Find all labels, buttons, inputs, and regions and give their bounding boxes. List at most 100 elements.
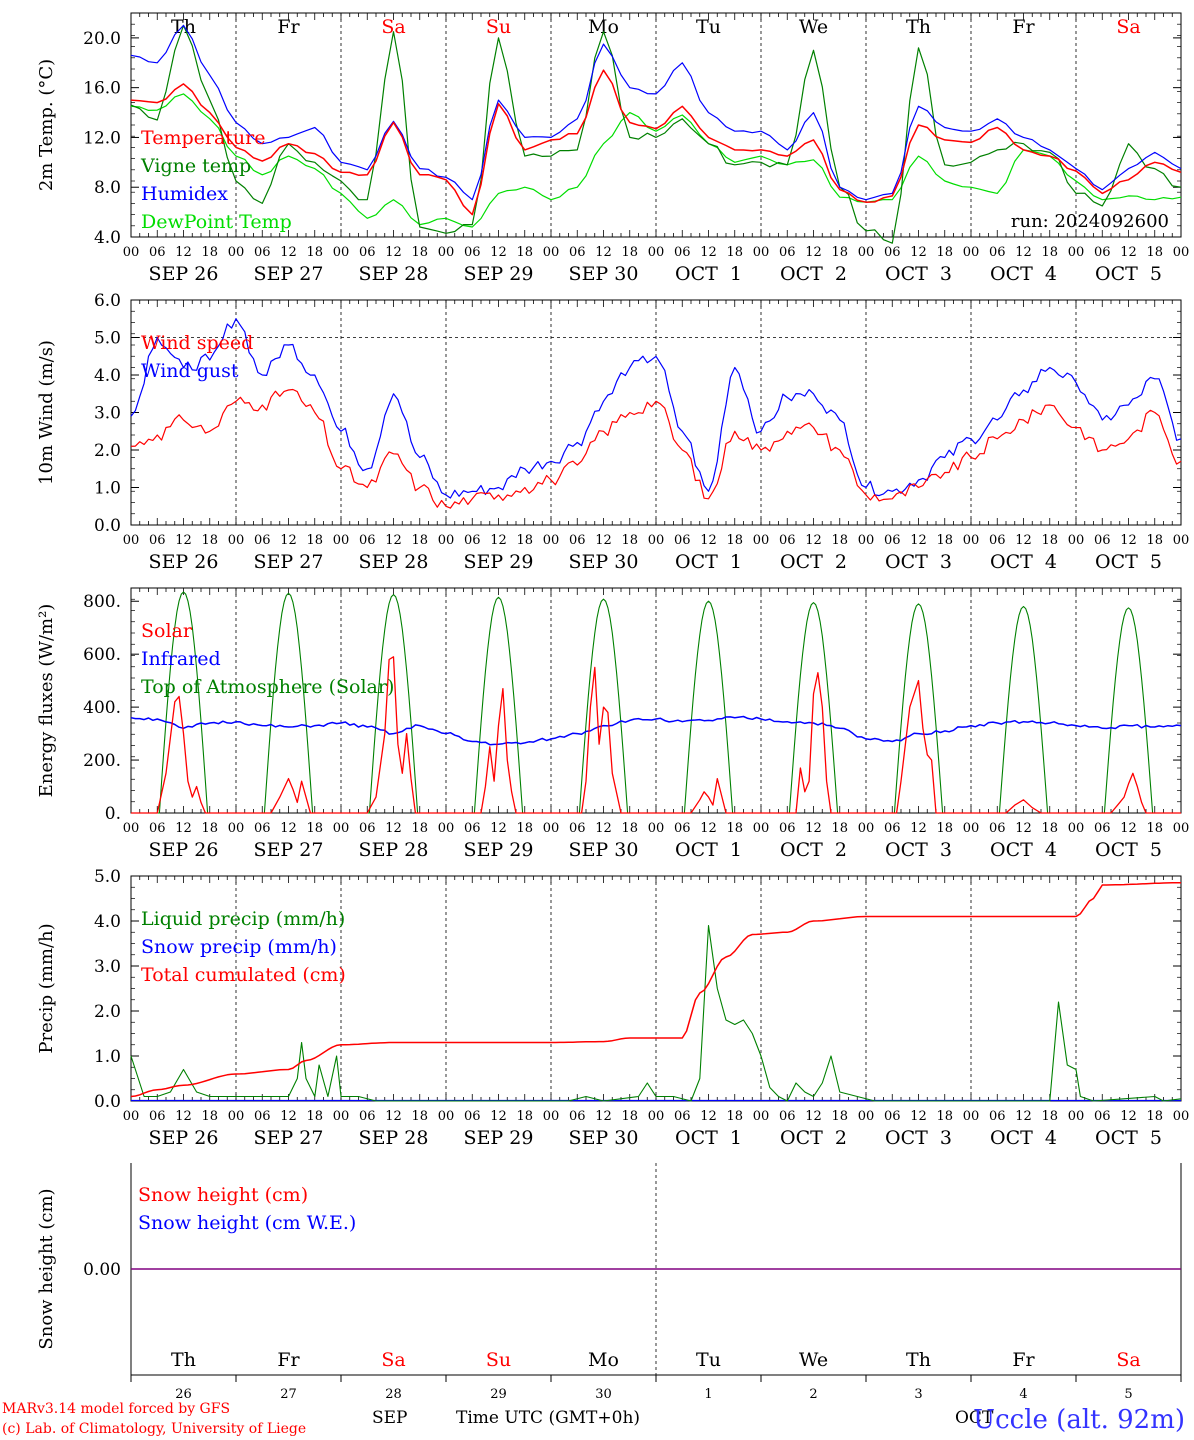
- legend-entry: Snow height (cm): [138, 1184, 308, 1206]
- day-of-week-label: Sa: [1116, 16, 1140, 38]
- hour-tick-label: 18: [411, 1109, 428, 1124]
- date-label: SEP 29: [464, 551, 534, 573]
- day-of-week-label: We: [799, 1349, 828, 1371]
- hour-tick-label: 00: [228, 821, 245, 836]
- hour-tick-label: 06: [674, 821, 691, 836]
- series-humidex: [130, 24, 1182, 201]
- hour-tick-label: 00: [543, 821, 560, 836]
- date-label: SEP 28: [359, 263, 429, 285]
- hour-tick-label: 12: [490, 533, 507, 548]
- series-infrared: [130, 715, 1182, 746]
- hour-tick-label: 06: [569, 1109, 586, 1124]
- hour-tick-label: 06: [1094, 533, 1111, 548]
- y-tick-label: 400.: [83, 698, 121, 718]
- y-tick-label: 20.0: [83, 29, 121, 49]
- date-label: SEP 30: [569, 839, 639, 861]
- hour-tick-label: 18: [1146, 245, 1163, 260]
- series-dewpoint-temp: [130, 93, 1182, 228]
- hour-tick-label: 06: [149, 1109, 166, 1124]
- y-axis-title: 10m Wind (m/s): [36, 340, 57, 485]
- hour-tick-label: 06: [1094, 821, 1111, 836]
- day-of-week-label: Mo: [588, 16, 619, 38]
- hour-tick-label: 18: [726, 533, 743, 548]
- day-of-week-label: Su: [486, 1349, 511, 1371]
- hour-tick-label: 18: [831, 821, 848, 836]
- hour-tick-label: 06: [779, 1109, 796, 1124]
- day-number-label: 29: [490, 1387, 507, 1402]
- legend-entry: Liquid precip (mm/h): [141, 908, 345, 930]
- day-of-week-label: Fr: [1012, 1349, 1035, 1371]
- hour-tick-label: 18: [936, 1109, 953, 1124]
- hour-tick-label: 06: [149, 821, 166, 836]
- hour-tick-label: 06: [674, 245, 691, 260]
- y-tick-label: 12.0: [83, 128, 121, 148]
- date-label: OCT 4: [990, 551, 1057, 573]
- hour-tick-label: 18: [411, 533, 428, 548]
- day-number-label: 28: [385, 1387, 402, 1402]
- hour-tick-label: 12: [490, 1109, 507, 1124]
- y-tick-label: 1.0: [94, 1047, 121, 1067]
- date-label: OCT 4: [990, 839, 1057, 861]
- plot-frame: [130, 299, 1182, 526]
- hour-tick-label: 06: [779, 533, 796, 548]
- hour-tick-label: 06: [1094, 1109, 1111, 1124]
- hour-tick-label: 00: [1173, 245, 1190, 260]
- hour-tick-label: 18: [516, 245, 533, 260]
- date-label: SEP 27: [254, 839, 324, 861]
- month-label-sep: SEP: [372, 1408, 408, 1428]
- date-label: OCT 4: [990, 1127, 1057, 1149]
- hour-tick-label: 06: [254, 533, 271, 548]
- hour-tick-label: 00: [123, 245, 140, 260]
- date-label: OCT 5: [1095, 839, 1162, 861]
- hour-tick-label: 18: [936, 821, 953, 836]
- hour-tick-label: 06: [359, 1109, 376, 1124]
- panel-snow: 0.00 Snow height (cm) Snow height (cm) Snow…: [36, 1163, 1182, 1402]
- hour-tick-label: 00: [1068, 245, 1085, 260]
- hour-tick-label: 00: [1173, 533, 1190, 548]
- hour-tick-label: 12: [280, 1109, 297, 1124]
- series-wind-gust: [130, 318, 1182, 499]
- hour-tick-label: 18: [516, 533, 533, 548]
- hour-tick-label: 12: [385, 1109, 402, 1124]
- hour-tick-label: 00: [438, 1109, 455, 1124]
- hour-tick-label: 12: [805, 1109, 822, 1124]
- hour-tick-label: 12: [910, 245, 927, 260]
- panel-temperature: 4.0 8.0 12.0 16.0 20.0 2m Temp. (°C) Th Fr Sa Su M…: [36, 12, 1190, 285]
- hour-tick-label: 12: [1120, 533, 1137, 548]
- hour-tick-label: 00: [333, 245, 350, 260]
- date-label: SEP 28: [359, 1127, 429, 1149]
- hour-tick-label: 12: [385, 533, 402, 548]
- hour-tick-label: 00: [858, 1109, 875, 1124]
- date-label: SEP 26: [149, 1127, 219, 1149]
- model-credit: MARv3.14 model forced by GFS: [2, 1401, 230, 1417]
- hour-tick-label: 00: [648, 245, 665, 260]
- hour-tick-label: 06: [254, 821, 271, 836]
- hour-tick-label: 00: [858, 821, 875, 836]
- hour-tick-label: 12: [175, 1109, 192, 1124]
- day-of-week-label: Su: [486, 16, 511, 38]
- day-of-week-label: Sa: [381, 1349, 405, 1371]
- hour-tick-label: 06: [569, 533, 586, 548]
- hour-tick-label: 18: [1041, 533, 1058, 548]
- legend-entry: Infrared: [141, 648, 221, 670]
- legend-entry: Vigne temp: [140, 155, 251, 177]
- date-label: OCT 2: [780, 1127, 847, 1149]
- hour-tick-label: 12: [910, 821, 927, 836]
- hour-tick-label: 12: [175, 533, 192, 548]
- hour-tick-label: 00: [963, 245, 980, 260]
- day-of-week-label: Sa: [381, 16, 405, 38]
- legend-entry: Top of Atmosphere (Solar): [141, 676, 394, 698]
- hour-tick-label: 18: [306, 245, 323, 260]
- series-wind-speed: [130, 388, 1182, 509]
- day-number-label: 30: [595, 1387, 612, 1402]
- date-label: OCT 3: [885, 1127, 952, 1149]
- date-label: SEP 28: [359, 839, 429, 861]
- hour-tick-label: 18: [621, 245, 638, 260]
- month-label-oct: OCT: [955, 1408, 994, 1428]
- y-tick-label: 200.: [83, 751, 121, 771]
- day-of-week-label: Th: [906, 16, 931, 38]
- hour-tick-label: 12: [805, 533, 822, 548]
- hour-tick-label: 06: [884, 533, 901, 548]
- day-number-label: 26: [175, 1387, 192, 1402]
- hour-tick-label: 00: [753, 245, 770, 260]
